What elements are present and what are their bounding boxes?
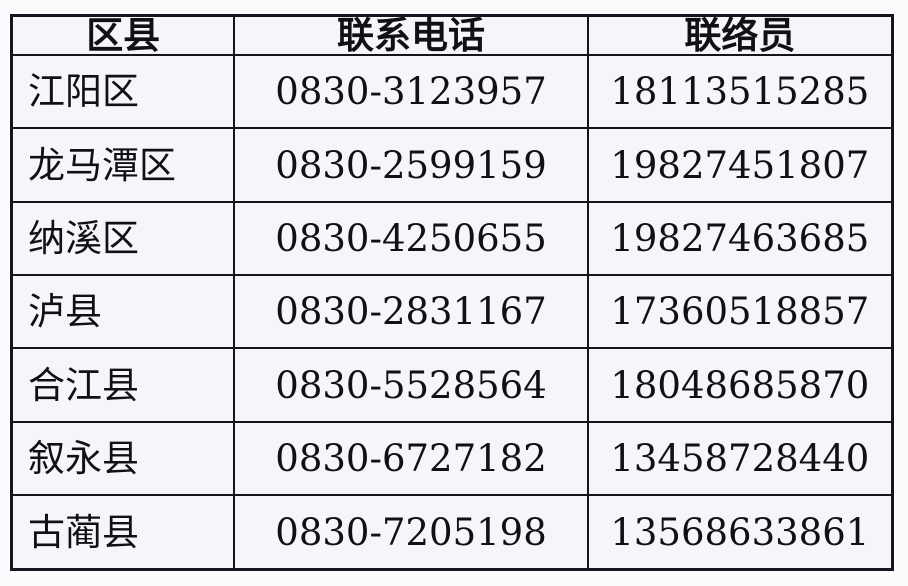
district-cell: 龙马潭区 xyxy=(10,127,236,203)
table-body: 江阳区 0830-3123957 18113515285 龙马潭区 0830-2… xyxy=(10,53,894,571)
table-row: 叙永县 0830-6727182 13458728440 xyxy=(10,420,894,497)
district-cell: 泸县 xyxy=(10,274,236,350)
liaison-cell: 19827463685 xyxy=(586,200,894,277)
liaison-cell: 18113515285 xyxy=(586,53,894,130)
phone-cell: 0830-2831167 xyxy=(233,274,589,350)
phone-cell: 0830-6727182 xyxy=(233,420,589,497)
liaison-cell: 13568633861 xyxy=(586,494,894,571)
header-liaison: 联络员 xyxy=(586,14,894,56)
district-cell: 合江县 xyxy=(10,347,236,423)
table-row: 江阳区 0830-3123957 18113515285 xyxy=(10,53,894,130)
district-cell: 古蔺县 xyxy=(10,494,236,571)
liaison-cell: 13458728440 xyxy=(586,420,894,497)
district-cell: 江阳区 xyxy=(10,53,236,130)
header-row: 区县 联系电话 联络员 xyxy=(10,14,894,56)
phone-cell: 0830-3123957 xyxy=(233,53,589,130)
table-row: 龙马潭区 0830-2599159 19827451807 xyxy=(10,127,894,203)
phone-cell: 0830-7205198 xyxy=(233,494,589,571)
table-row: 古蔺县 0830-7205198 13568633861 xyxy=(10,494,894,571)
table-row: 泸县 0830-2831167 17360518857 xyxy=(10,274,894,350)
liaison-cell: 18048685870 xyxy=(586,347,894,423)
header-district: 区县 xyxy=(10,14,236,56)
table-header: 区县 联系电话 联络员 xyxy=(10,14,894,56)
phone-cell: 0830-2599159 xyxy=(233,127,589,203)
contact-table: 区县 联系电话 联络员 江阳区 0830-3123957 18113515285… xyxy=(10,14,894,571)
phone-cell: 0830-5528564 xyxy=(233,347,589,423)
district-cell: 叙永县 xyxy=(10,420,236,497)
liaison-cell: 17360518857 xyxy=(586,274,894,350)
liaison-cell: 19827451807 xyxy=(586,127,894,203)
header-phone: 联系电话 xyxy=(233,14,589,56)
table-row: 合江县 0830-5528564 18048685870 xyxy=(10,347,894,423)
district-cell: 纳溪区 xyxy=(10,200,236,277)
table-row: 纳溪区 0830-4250655 19827463685 xyxy=(10,200,894,277)
phone-cell: 0830-4250655 xyxy=(233,200,589,277)
